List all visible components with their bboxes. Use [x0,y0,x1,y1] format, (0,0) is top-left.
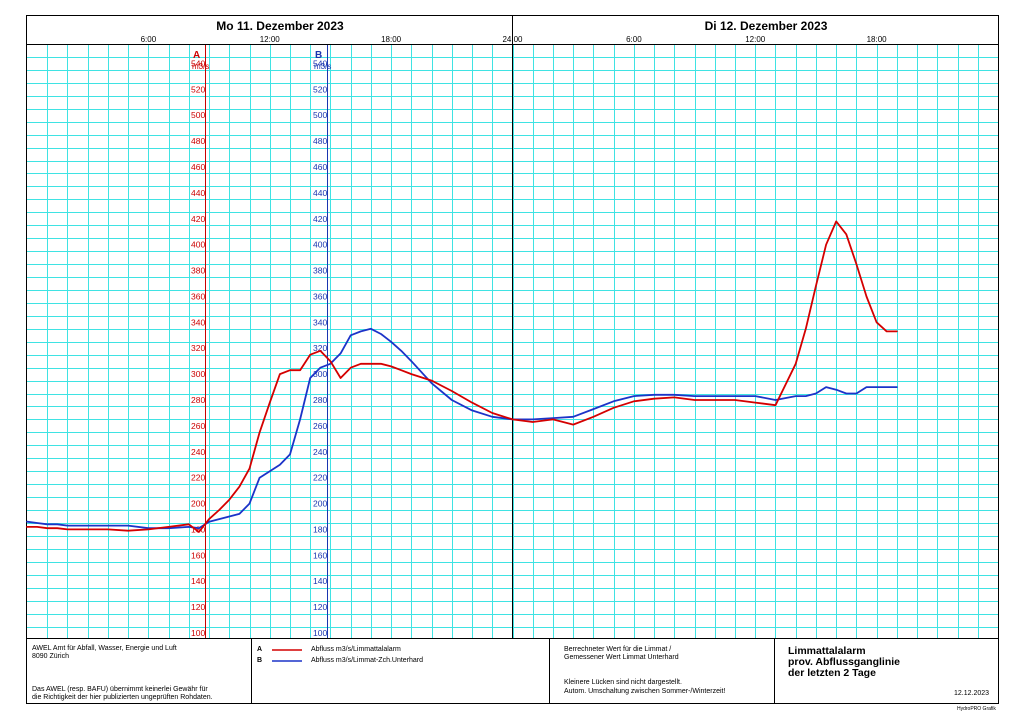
axis-b-tick-label: 400 [313,240,327,250]
axis-b-tick-label: 100 [313,628,327,638]
day2-label: Di 12. Dezember 2023 [705,19,828,33]
time-label: 24:00 [502,35,523,44]
axis-a-tick-label: 280 [191,395,205,405]
axis-b-tick-label: 540 [313,58,327,68]
legend-a-label: Abfluss m3/s/Limmattalalarm [311,646,401,653]
axis-a-tick-label: 100 [191,628,205,638]
axis-a-unit: m3/s [192,62,209,71]
axis-b-tick-label: 280 [313,395,327,405]
axis-a-letter: A [193,50,200,61]
axis-b-tick-label: 240 [313,447,327,457]
axis-a-tick-label: 140 [191,576,205,586]
org-line2: 8090 Zürich [32,653,69,660]
axis-a-tick-label: 400 [191,240,205,250]
axis-b-tick-label: 420 [313,214,327,224]
axis-b-tick-label: 460 [313,162,327,172]
axis-b-tick-label: 500 [313,110,327,120]
axis-a: A m3/s [192,45,209,638]
series-layer [26,220,898,533]
axis-a-tick-label: 460 [191,162,205,172]
outer-frame [26,15,999,704]
axis-a-tick-label: 320 [191,343,205,353]
time-label: 12:00 [745,35,766,44]
axis-b-tick-label: 340 [313,317,327,327]
time-label: 6:00 [626,35,642,44]
axis-a-tick-label: 120 [191,602,205,612]
axis-a-tick-label: 220 [191,473,205,483]
axis-a-tick-label: 200 [191,499,205,509]
disclaimer-line2: die Richtigkeit der hier publizierten un… [32,694,213,701]
note-line1: Berrechneter Wert für die Limmat / [564,646,672,653]
axis-a-tick-label: 360 [191,291,205,301]
axis-a-tick-label: 480 [191,136,205,146]
axis-b-tick-label: 260 [313,421,327,431]
title-line1: Limmattalalarm [788,645,866,657]
day1-label: Mo 11. Dezember 2023 [216,19,344,33]
title-line2: prov. Abflussganglinie [788,656,901,668]
time-label: 6:00 [141,35,157,44]
note-line4: Autom. Umschaltung zwischen Sommer-/Wint… [564,688,726,695]
axis-b-letter: B [315,50,322,61]
axis-b-tick-label: 140 [313,576,327,586]
axis-a-tick-label: 500 [191,110,205,120]
axis-a-tick-label: 380 [191,266,205,276]
axis-b-tick-label: 180 [313,524,327,534]
axis-a-tick-label: 420 [191,214,205,224]
axis-a-tick-label: 520 [191,84,205,94]
time-axis-labels: 6:00 12:00 18:00 24:00 6:00 12:00 18:00 [141,35,888,44]
axis-a-tick-label: 160 [191,550,205,560]
axis-b-tick-label: 200 [313,499,327,509]
credit-text: HydroPRO Grafik [957,706,996,712]
axis-b-unit: m3/s [314,62,331,71]
axis-b-tick-label: 220 [313,473,327,483]
axis-b-tick-label: 440 [313,188,327,198]
axis-a-tick-label: 260 [191,421,205,431]
axis-b-tick-label: 300 [313,369,327,379]
series-line-a [26,220,898,533]
axis-a-tick-label: 340 [191,317,205,327]
axis-b-tick-label: 160 [313,550,327,560]
note-line2: Gemessener Wert Limmat Unterhard [564,654,679,661]
axis-b-tick-label: 120 [313,602,327,612]
axis-b-tick-label: 480 [313,136,327,146]
org-line1: AWEL Amt für Abfall, Wasser, Energie und… [32,645,177,652]
time-label: 18:00 [381,35,402,44]
axis-b-tick-label: 380 [313,266,327,276]
time-label: 18:00 [867,35,888,44]
disclaimer-line1: Das AWEL (resp. BAFU) übernimmt keinerle… [32,686,208,693]
y-tick-labels: 100 100 120 120 140 140 160 160 180 180 200 200 220 2… [191,58,327,638]
legend-b-label: Abfluss m3/s/Limmat-Zch.Unterhard [311,657,424,664]
time-label: 12:00 [260,35,281,44]
series-line-b [26,327,898,530]
axis-b-tick-label: 520 [313,84,327,94]
axis-b: B m3/s [314,45,331,638]
axis-a-tick-label: 540 [191,58,205,68]
axis-a-tick-label: 240 [191,447,205,457]
axis-a-tick-label: 300 [191,369,205,379]
axis-a-tick-label: 440 [191,188,205,198]
axis-a-tick-label: 180 [191,524,205,534]
note-line3: Kleinere Lücken sind nicht dargestellt. [564,679,682,686]
legend-b-key: B [257,657,263,664]
title-line3: der letzten 2 Tage [788,667,876,679]
legend-a-key: A [257,646,263,653]
axis-b-tick-label: 360 [313,291,327,301]
report-date: 12.12.2023 [954,690,990,697]
axis-b-tick-label: 320 [313,343,327,353]
